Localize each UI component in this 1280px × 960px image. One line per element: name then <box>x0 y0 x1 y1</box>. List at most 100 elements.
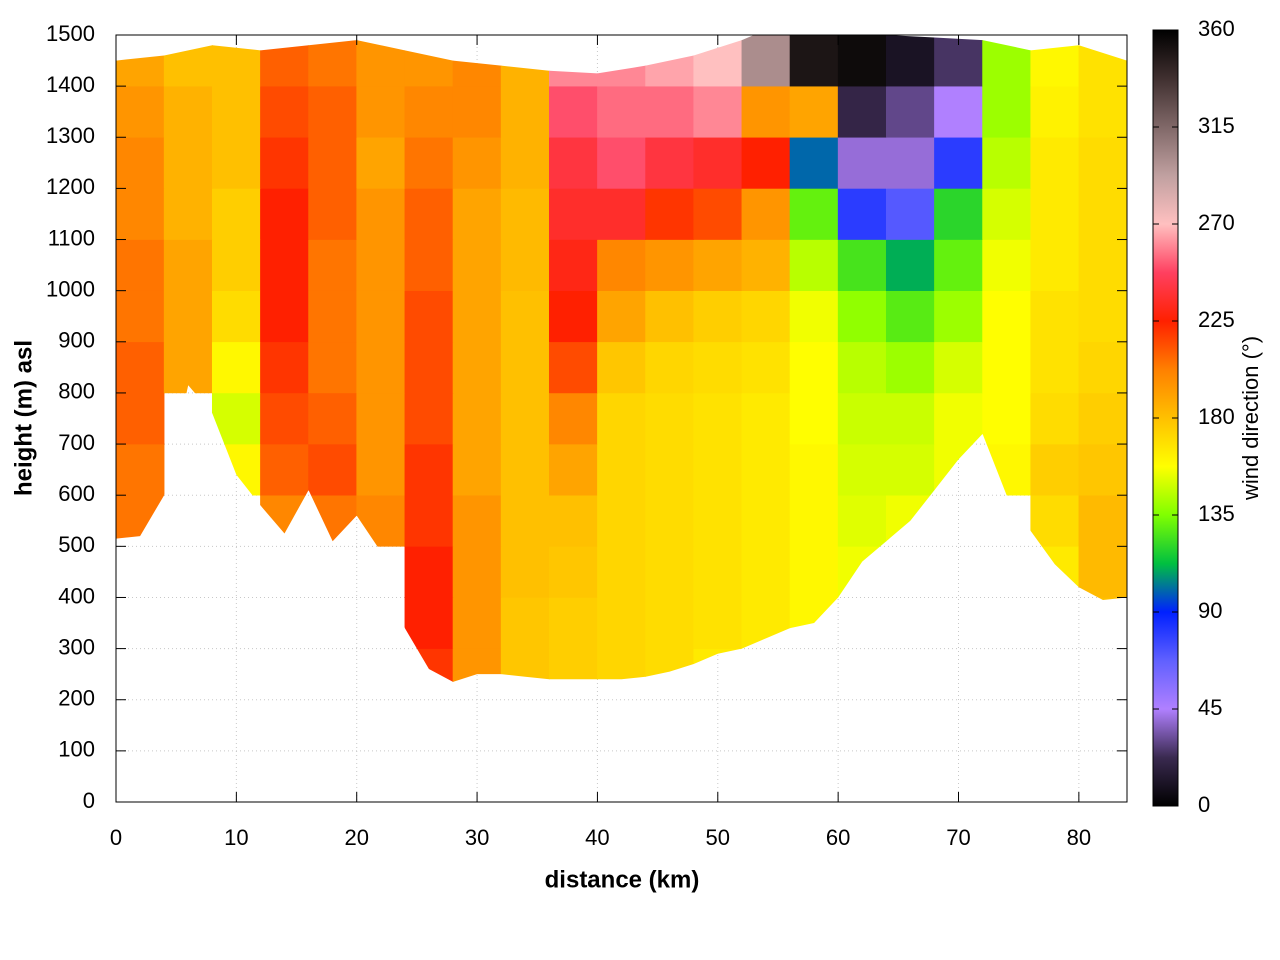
heat-cell <box>741 188 791 240</box>
heat-cell <box>1078 392 1127 445</box>
heat-cell <box>500 136 550 189</box>
heat-cell <box>597 290 646 343</box>
heat-cell <box>452 136 502 189</box>
heat-cell <box>211 392 261 445</box>
y-tick-label: 1500 <box>46 21 95 46</box>
heat-cell <box>211 136 261 189</box>
heat-cell <box>500 546 550 598</box>
heat-cell <box>452 443 502 496</box>
heat-cell <box>404 546 454 598</box>
heat-cell <box>356 443 406 496</box>
y-tick-label: 800 <box>58 379 95 404</box>
heat-cell <box>934 85 983 138</box>
heat-cell <box>982 392 1032 445</box>
heat-cell <box>1030 85 1080 138</box>
heat-cell <box>597 85 646 138</box>
heat-cell <box>597 597 646 649</box>
heat-cell <box>789 136 839 189</box>
x-axis-label: distance (km) <box>545 866 700 893</box>
heat-cell <box>116 188 165 240</box>
heat-cell <box>645 35 695 87</box>
heat-cell <box>163 85 213 138</box>
heat-cell <box>500 392 550 445</box>
heat-cell <box>693 188 743 240</box>
heat-cell <box>645 85 695 138</box>
heat-cell <box>452 290 502 343</box>
heat-cell <box>1078 136 1127 189</box>
y-tick-label: 1300 <box>46 123 95 148</box>
heat-cell <box>404 443 454 496</box>
colorbar-tick-label: 90 <box>1198 598 1222 623</box>
heat-cell <box>500 188 550 240</box>
heat-cell <box>308 136 358 189</box>
heat-cell <box>500 648 550 682</box>
heat-cell <box>885 290 935 343</box>
heat-cell <box>645 443 695 496</box>
heat-cell <box>452 648 502 682</box>
y-tick-label: 0 <box>83 788 95 813</box>
heat-cell <box>211 341 261 394</box>
y-tick-label: 500 <box>58 532 95 557</box>
heat-cell <box>548 443 598 496</box>
heat-cell <box>741 85 791 138</box>
heat-cell <box>645 648 695 682</box>
heat-cell <box>163 136 213 189</box>
heat-cell <box>693 546 743 598</box>
heat-cell <box>308 239 358 291</box>
heat-cell <box>116 392 165 445</box>
heat-cell <box>404 35 454 87</box>
heat-cell <box>693 136 743 189</box>
heat-cell <box>211 188 261 240</box>
heat-cell <box>1078 239 1127 291</box>
heat-cell <box>982 290 1032 343</box>
heat-cell <box>452 392 502 445</box>
heat-cell <box>163 341 213 394</box>
heat-cell <box>741 392 791 445</box>
heat-cell <box>741 239 791 291</box>
y-tick-label: 1200 <box>46 174 95 199</box>
heat-cell <box>885 443 935 496</box>
heat-cell <box>693 85 743 138</box>
heat-cell <box>260 239 309 291</box>
heat-cell <box>789 188 839 240</box>
y-tick-label: 1000 <box>46 276 95 301</box>
x-tick-label: 40 <box>585 825 609 850</box>
heat-cell <box>356 136 406 189</box>
heat-cell <box>163 188 213 240</box>
heat-cell <box>693 341 743 394</box>
heat-cell <box>163 290 213 343</box>
heat-cell <box>356 239 406 291</box>
heat-cell <box>885 35 935 87</box>
heat-cell <box>597 443 646 496</box>
heat-cell <box>1078 290 1127 343</box>
heat-cell <box>404 136 454 189</box>
heat-cell <box>356 188 406 240</box>
heat-cell <box>308 341 358 394</box>
heat-cell <box>885 341 935 394</box>
heat-cell <box>789 290 839 343</box>
heat-cell <box>116 341 165 394</box>
heat-cell <box>885 392 935 445</box>
colorbar-tick-label: 0 <box>1198 792 1210 817</box>
heat-cell <box>1030 35 1080 87</box>
heat-cell <box>548 188 598 240</box>
heat-cell <box>548 648 598 682</box>
heat-cell <box>1030 290 1080 343</box>
heat-cell <box>597 392 646 445</box>
heat-cell <box>308 392 358 445</box>
heat-cell <box>452 341 502 394</box>
heat-cell <box>645 341 695 394</box>
heat-cell <box>934 341 983 394</box>
heat-cell <box>404 239 454 291</box>
x-tick-label: 60 <box>826 825 850 850</box>
heat-cell <box>116 35 165 87</box>
x-tick-label: 50 <box>706 825 730 850</box>
heat-cell <box>500 443 550 496</box>
heat-cell <box>837 188 887 240</box>
heat-cell <box>404 494 454 547</box>
heat-cell <box>356 290 406 343</box>
heat-cell <box>837 239 887 291</box>
heat-cell <box>645 546 695 598</box>
heat-cell <box>1078 85 1127 138</box>
heat-cell <box>982 341 1032 394</box>
